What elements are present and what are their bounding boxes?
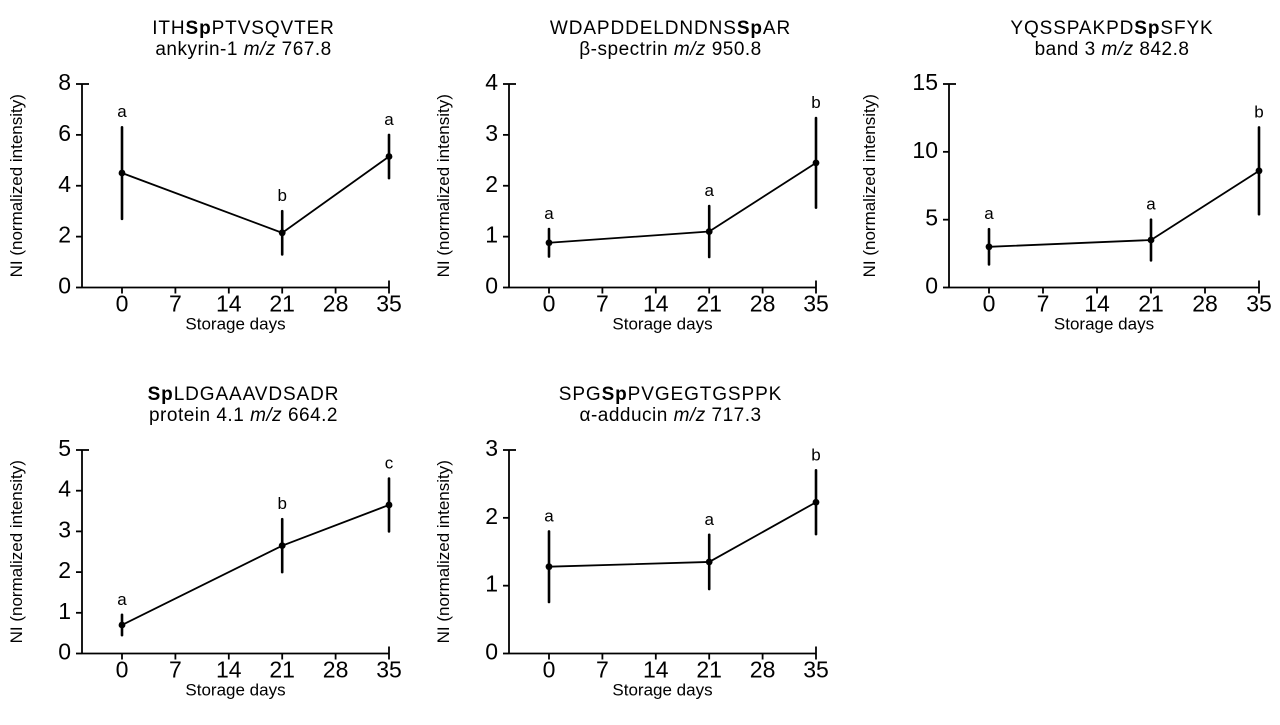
svg-text:3: 3 [485, 435, 498, 461]
svg-text:SPGSpPVGEGTGSPPK: SPGSpPVGEGTGSPPK [559, 384, 782, 405]
svg-text:NI (normalized intensity): NI (normalized intensity) [7, 94, 26, 277]
svg-text:10: 10 [912, 137, 938, 163]
svg-text:14: 14 [1084, 291, 1110, 317]
svg-text:0: 0 [983, 291, 996, 317]
svg-text:7: 7 [1037, 291, 1050, 317]
svg-text:a: a [984, 204, 994, 223]
svg-text:0: 0 [485, 273, 498, 299]
svg-text:2: 2 [58, 222, 71, 248]
svg-text:a: a [1146, 195, 1156, 214]
svg-text:15: 15 [912, 69, 938, 95]
svg-text:YQSSPAKPDSpSFYK: YQSSPAKPDSpSFYK [1010, 18, 1213, 39]
svg-text:1: 1 [58, 598, 71, 624]
svg-text:SpLDGAAAVDSADR: SpLDGAAAVDSADR [148, 384, 340, 405]
svg-text:0: 0 [116, 291, 129, 317]
svg-text:a: a [704, 510, 714, 529]
svg-text:35: 35 [1246, 291, 1272, 317]
svg-text:NI (normalized intensity): NI (normalized intensity) [434, 94, 453, 277]
svg-text:2: 2 [485, 503, 498, 529]
svg-text:a: a [117, 590, 127, 609]
svg-text:28: 28 [323, 657, 349, 683]
svg-text:4: 4 [58, 171, 71, 197]
svg-text:ITHSpPTVSQVTER: ITHSpPTVSQVTER [152, 18, 335, 39]
svg-text:21: 21 [696, 657, 722, 683]
svg-text:5: 5 [925, 205, 938, 231]
svg-text:28: 28 [323, 291, 349, 317]
svg-text:1: 1 [485, 222, 498, 248]
svg-text:28: 28 [750, 291, 776, 317]
svg-text:0: 0 [925, 273, 938, 299]
svg-text:35: 35 [376, 291, 402, 317]
svg-text:b: b [811, 445, 820, 464]
svg-text:b: b [1254, 102, 1263, 121]
svg-text:a: a [544, 506, 554, 525]
svg-text:1: 1 [485, 571, 498, 597]
svg-text:NI (normalized intensity): NI (normalized intensity) [860, 94, 879, 277]
svg-text:NI (normalized intensity): NI (normalized intensity) [434, 460, 453, 643]
svg-text:band 3 m/z 842.8: band 3 m/z 842.8 [1035, 39, 1190, 60]
svg-text:α-adducin m/z 717.3: α-adducin m/z 717.3 [579, 405, 761, 426]
svg-text:3: 3 [485, 120, 498, 146]
svg-text:5: 5 [58, 435, 71, 461]
svg-text:14: 14 [643, 291, 669, 317]
svg-text:protein 4.1 m/z 664.2: protein 4.1 m/z 664.2 [149, 405, 338, 426]
svg-text:Storage days: Storage days [185, 315, 285, 334]
svg-text:b: b [277, 494, 286, 513]
svg-text:WDAPDDELDNDNSSpAR: WDAPDDELDNDNSSpAR [550, 18, 791, 39]
svg-text:4: 4 [58, 476, 71, 502]
svg-text:35: 35 [803, 657, 829, 683]
svg-text:35: 35 [803, 291, 829, 317]
svg-text:ankyrin-1 m/z 767.8: ankyrin-1 m/z 767.8 [155, 39, 331, 60]
svg-text:a: a [384, 110, 394, 129]
svg-text:NI (normalized intensity): NI (normalized intensity) [7, 460, 26, 643]
svg-text:Storage days: Storage days [1054, 315, 1154, 334]
svg-text:28: 28 [750, 657, 776, 683]
svg-text:Storage days: Storage days [612, 315, 712, 334]
svg-text:21: 21 [696, 291, 722, 317]
svg-text:6: 6 [58, 120, 71, 146]
svg-text:21: 21 [269, 657, 295, 683]
svg-text:8: 8 [58, 69, 71, 95]
svg-text:a: a [544, 204, 554, 223]
svg-text:3: 3 [58, 516, 71, 542]
svg-text:0: 0 [485, 639, 498, 665]
svg-text:2: 2 [485, 171, 498, 197]
svg-text:Storage days: Storage days [612, 681, 712, 700]
svg-text:c: c [385, 453, 394, 472]
svg-text:7: 7 [169, 291, 182, 317]
svg-text:Storage days: Storage days [185, 681, 285, 700]
svg-text:7: 7 [596, 657, 609, 683]
svg-text:14: 14 [643, 657, 669, 683]
svg-text:a: a [117, 102, 127, 121]
svg-text:14: 14 [216, 291, 242, 317]
svg-text:0: 0 [116, 657, 129, 683]
svg-text:4: 4 [485, 69, 498, 95]
svg-text:7: 7 [596, 291, 609, 317]
svg-text:0: 0 [58, 639, 71, 665]
svg-text:21: 21 [1138, 291, 1164, 317]
svg-text:28: 28 [1192, 291, 1218, 317]
svg-text:b: b [811, 93, 820, 112]
svg-text:0: 0 [543, 291, 556, 317]
svg-text:a: a [704, 181, 714, 200]
svg-text:2: 2 [58, 557, 71, 583]
svg-text:b: b [277, 186, 286, 205]
svg-text:7: 7 [169, 657, 182, 683]
svg-text:14: 14 [216, 657, 242, 683]
svg-text:35: 35 [376, 657, 402, 683]
svg-text:0: 0 [58, 273, 71, 299]
svg-text:0: 0 [543, 657, 556, 683]
svg-text:21: 21 [269, 291, 295, 317]
svg-text:β-spectrin m/z 950.8: β-spectrin m/z 950.8 [579, 39, 762, 60]
